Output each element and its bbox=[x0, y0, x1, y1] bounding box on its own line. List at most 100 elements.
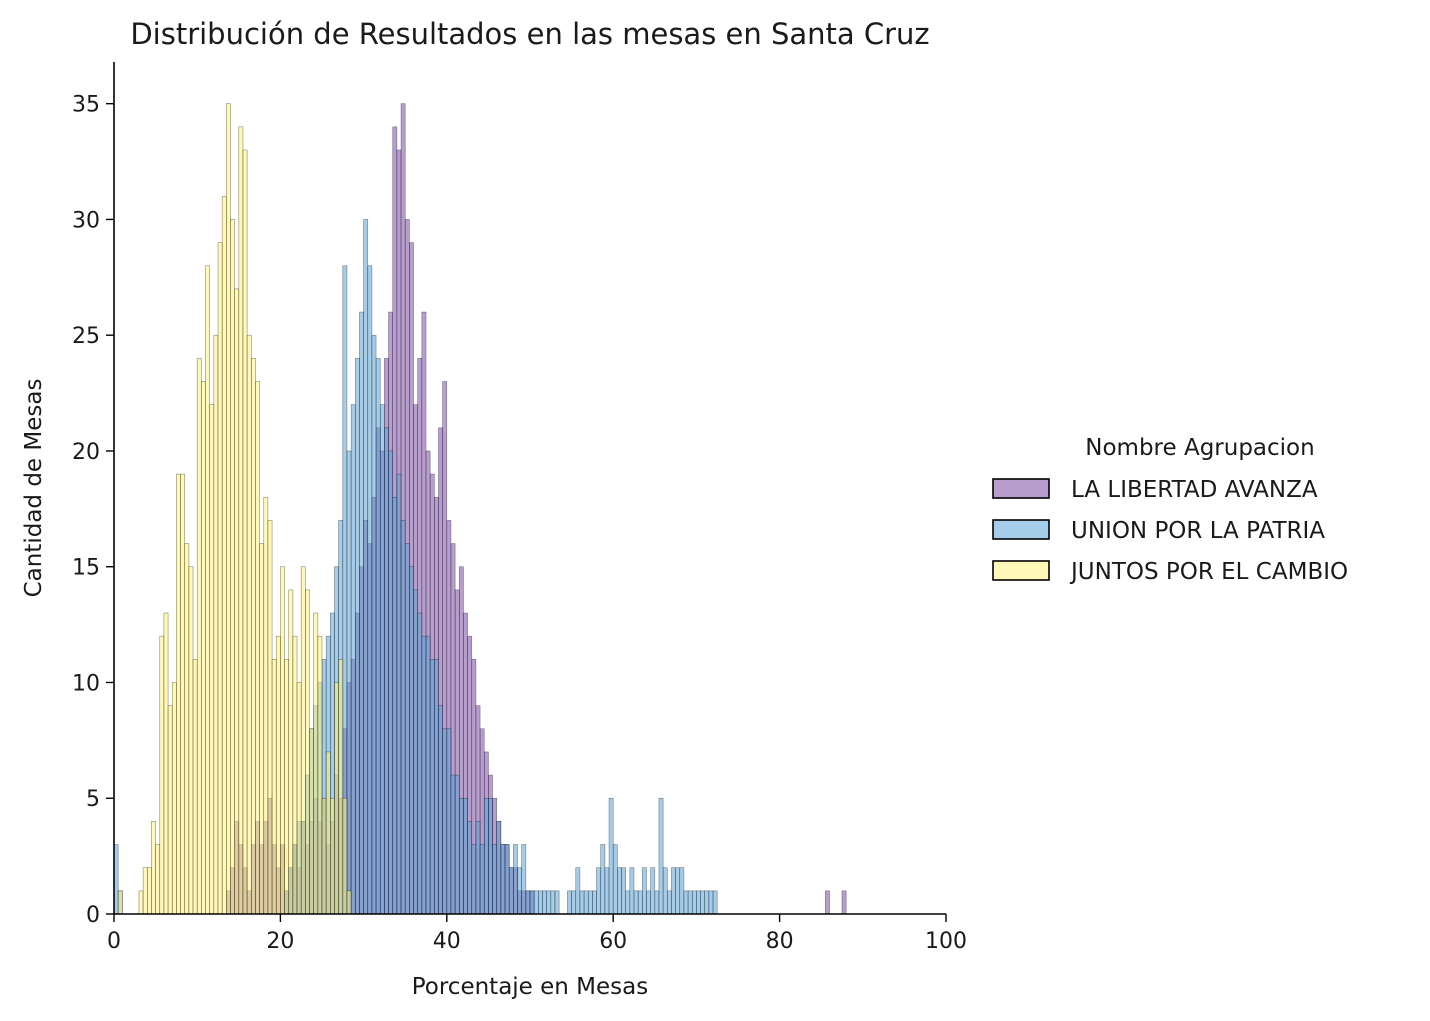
histogram-bar bbox=[313, 612, 319, 915]
histogram-bar bbox=[196, 358, 202, 915]
histogram-bar bbox=[255, 381, 260, 915]
histogram-bar bbox=[463, 797, 468, 915]
histogram-bar bbox=[167, 705, 173, 915]
legend-label: JUNTOS POR EL CAMBIO bbox=[1069, 559, 1348, 585]
histogram-bar bbox=[575, 867, 581, 915]
histogram-bar bbox=[346, 450, 352, 915]
histogram-bar bbox=[533, 890, 539, 915]
histogram-bar bbox=[579, 890, 585, 915]
x-tick-label: 20 bbox=[266, 929, 294, 954]
histogram-bar bbox=[675, 867, 681, 915]
histogram-bar bbox=[271, 659, 277, 915]
histogram-bar bbox=[221, 195, 227, 915]
histogram-bar bbox=[379, 404, 385, 915]
histogram-bar bbox=[238, 126, 244, 915]
histogram-bar bbox=[592, 890, 597, 915]
histogram-bar bbox=[554, 890, 560, 915]
histogram-bar bbox=[700, 890, 706, 915]
histogram-bar bbox=[587, 890, 593, 915]
histogram-bar bbox=[625, 890, 631, 915]
histogram-bar bbox=[263, 496, 269, 915]
histogram-bar bbox=[434, 659, 439, 915]
histogram-bar bbox=[325, 751, 331, 915]
legend-item-union-por-la-patria: UNION POR LA PATRIA bbox=[992, 518, 1325, 544]
legend-label: UNION POR LA PATRIA bbox=[1071, 518, 1325, 544]
histogram-bar bbox=[317, 635, 323, 915]
y-axis-label: Cantidad de Mesas bbox=[21, 379, 47, 598]
histogram-bar bbox=[250, 358, 256, 915]
histogram-bar bbox=[567, 890, 572, 915]
histogram-bar bbox=[334, 682, 339, 915]
histogram-bar bbox=[234, 288, 240, 915]
chart-title: Distribución de Resultados en las mesas … bbox=[130, 17, 929, 51]
histogram-bar bbox=[342, 797, 348, 915]
histogram-bar bbox=[529, 890, 535, 915]
y-tick-label: 15 bbox=[72, 556, 100, 581]
histogram-bar bbox=[687, 890, 693, 915]
histogram-bar bbox=[246, 334, 252, 915]
y-tick-label: 20 bbox=[72, 440, 100, 465]
histogram-bar bbox=[350, 404, 356, 915]
legend: Nombre Agrupacion LA LIBERTAD AVANZA UNIO… bbox=[992, 435, 1348, 585]
histogram-bar bbox=[546, 890, 552, 915]
legend-label: LA LIBERTAD AVANZA bbox=[1071, 477, 1318, 503]
y-ticks: 0 5 10 15 20 25 30 35 bbox=[72, 93, 114, 928]
axes bbox=[113, 62, 946, 915]
histogram-bar bbox=[446, 728, 452, 915]
histogram-bar bbox=[338, 659, 344, 915]
histogram-bar bbox=[275, 635, 281, 915]
histogram-bar bbox=[583, 890, 589, 915]
histogram-bar bbox=[305, 589, 310, 915]
histogram-bar bbox=[321, 797, 327, 915]
histogram-bar bbox=[188, 566, 194, 915]
legend-swatch bbox=[992, 519, 1050, 540]
histogram-bar bbox=[654, 890, 660, 915]
histogram-bar bbox=[205, 265, 210, 915]
series-juntos-por-el-cambio bbox=[117, 103, 352, 915]
histogram-bar bbox=[513, 844, 518, 915]
histogram-bar bbox=[646, 890, 651, 915]
histogram-bar bbox=[226, 103, 231, 915]
histogram-bar bbox=[708, 890, 714, 915]
histogram-bar bbox=[467, 821, 473, 915]
histogram-bar bbox=[500, 844, 506, 915]
x-tick-label: 0 bbox=[107, 929, 121, 954]
histogram-bar bbox=[650, 867, 656, 915]
legend-swatch bbox=[992, 560, 1050, 581]
histogram-bar bbox=[142, 867, 148, 915]
histogram-bar bbox=[259, 543, 265, 915]
histogram-bar bbox=[521, 844, 527, 915]
histogram-bar bbox=[371, 334, 377, 915]
histogram-bar bbox=[163, 612, 169, 915]
histogram-bar bbox=[375, 358, 381, 915]
histogram-bar bbox=[642, 867, 647, 915]
histogram-bar bbox=[525, 890, 531, 915]
histogram-bar bbox=[213, 334, 219, 915]
histogram-bar bbox=[550, 890, 556, 915]
histogram-bar bbox=[388, 450, 394, 915]
histogram-bar bbox=[176, 473, 181, 915]
histogram-bar bbox=[409, 566, 414, 915]
y-tick-label: 0 bbox=[86, 903, 100, 928]
y-tick-label: 35 bbox=[72, 93, 100, 118]
histogram-bar bbox=[217, 242, 223, 915]
histogram-bar bbox=[596, 867, 602, 915]
legend-item-la-libertad-avanza: LA LIBERTAD AVANZA bbox=[992, 477, 1318, 503]
histogram-bar bbox=[604, 867, 610, 915]
histogram-bar bbox=[171, 682, 177, 915]
histogram-bar bbox=[658, 797, 664, 915]
histogram-bar bbox=[492, 844, 498, 915]
histogram-bar bbox=[346, 890, 352, 915]
plot-bars bbox=[113, 103, 847, 915]
histogram-bar bbox=[384, 427, 389, 915]
x-tick-label: 40 bbox=[433, 929, 461, 954]
histogram-bar bbox=[230, 219, 235, 915]
histogram-bar bbox=[300, 566, 306, 915]
legend-title: Nombre Agrupacion bbox=[1085, 435, 1314, 461]
histogram-bar bbox=[608, 797, 614, 915]
histogram-bar bbox=[696, 890, 701, 915]
histogram-bar bbox=[475, 821, 481, 915]
histogram-bar bbox=[429, 659, 435, 915]
legend-items: LA LIBERTAD AVANZA UNION POR LA PATRIA JUN… bbox=[992, 477, 1348, 585]
